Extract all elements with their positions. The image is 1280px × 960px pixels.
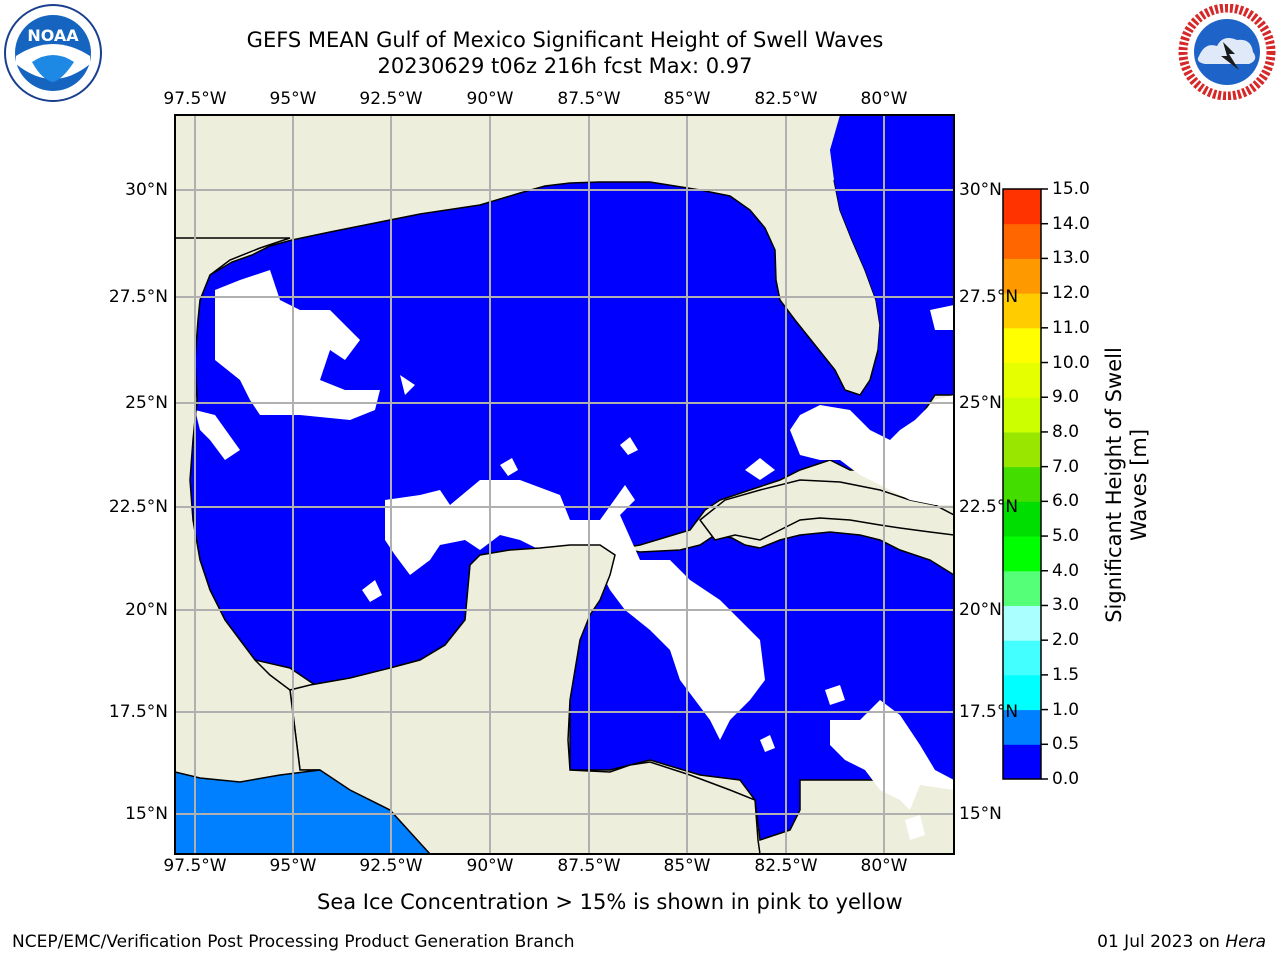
- colorbar-tick-label: 5.0: [1052, 526, 1080, 547]
- colorbar-tick-label: 4.0: [1052, 560, 1080, 581]
- colorbar-tick-label: 0.5: [1052, 734, 1080, 755]
- mexico-west-land: [175, 115, 321, 783]
- colorbar-tick-label: 10.0: [1052, 352, 1090, 373]
- colorbar-segment: [1003, 466, 1041, 502]
- colorbar-segment: [1003, 744, 1041, 780]
- mexico-land: [175, 115, 840, 360]
- colorbar-segment: [1003, 362, 1041, 398]
- colorbar-tick-label: 2.0: [1052, 630, 1080, 651]
- colorbar-segment: [1003, 709, 1041, 745]
- lon-label-bottom: 95°W: [269, 856, 317, 876]
- lat-label-left: 25°N: [125, 393, 168, 413]
- lon-label-top: 97.5°W: [163, 89, 227, 109]
- colorbar-segment: [1003, 258, 1041, 294]
- lat-label-left: 27.5°N: [108, 287, 168, 307]
- colorbar-tick-label: 13.0: [1052, 248, 1090, 269]
- colorbar-segment: [1003, 605, 1041, 641]
- colorbar-segment: [1003, 570, 1041, 606]
- no-data-patches: [195, 270, 954, 840]
- lon-label-top: 95°W: [269, 89, 317, 109]
- map-title: GEFS MEAN Gulf of Mexico Significant Hei…: [246, 28, 884, 52]
- lon-label-bottom: 92.5°W: [359, 856, 423, 876]
- lat-label-right: 22.5°N: [959, 497, 1019, 517]
- lat-label-right: 17.5°N: [959, 702, 1019, 722]
- lon-label-top: 85°W: [663, 89, 711, 109]
- lat-label-left: 30°N: [125, 180, 168, 200]
- cuba-land: [698, 479, 954, 541]
- colorbar-tick-label: 15.0: [1052, 179, 1090, 199]
- graticule: [175, 115, 954, 854]
- noaa-logo: NOAA: [4, 4, 102, 102]
- lon-label-bottom: 97.5°W: [163, 856, 227, 876]
- lon-label-bottom: 87.5°W: [557, 856, 621, 876]
- colorbar-tick-label: 3.0: [1052, 595, 1080, 616]
- lat-label-right: 20°N: [959, 600, 1002, 620]
- lon-label-top: 87.5°W: [557, 89, 621, 109]
- colorbar-tick-label: 7.0: [1052, 456, 1080, 477]
- lon-label-bottom: 80°W: [860, 856, 908, 876]
- colorbar-tick-label: 12.0: [1052, 283, 1090, 304]
- lon-label-top: 92.5°W: [359, 89, 423, 109]
- colorbar-segment: [1003, 536, 1041, 572]
- colorbar-segment: [1003, 431, 1041, 468]
- map-frame: [174, 114, 955, 855]
- lat-label-left: 17.5°N: [108, 702, 168, 722]
- atlantic-swell-field: [830, 115, 954, 370]
- lat-label-left: 15°N: [125, 804, 168, 824]
- colorbar-tick-label: 1.5: [1052, 664, 1080, 685]
- lon-label-bottom: 82.5°W: [754, 856, 818, 876]
- footer-credit: NCEP/EMC/Verification Post Processing Pr…: [12, 932, 575, 952]
- lon-label-top: 82.5°W: [754, 89, 818, 109]
- lat-label-right: 25°N: [959, 393, 1002, 413]
- colorbar-tick-label: 8.0: [1052, 421, 1080, 442]
- lon-label-bottom: 90°W: [466, 856, 514, 876]
- colorbar-tick-label: 6.0: [1052, 491, 1080, 512]
- colorbar-segment: [1003, 189, 1041, 225]
- colorbar-segment: [1003, 397, 1041, 433]
- colorbar-tick-label: 0.0: [1052, 769, 1080, 789]
- machine-name: Hera: [1225, 932, 1266, 952]
- colorbar-tick-label: 1.0: [1052, 699, 1080, 720]
- colorbar-tick-label: 14.0: [1052, 213, 1090, 234]
- footer-date: 01 Jul 2023 on Hera: [1097, 932, 1266, 952]
- yucatan-land: [289, 544, 761, 854]
- national-weather-service-logo: [1178, 4, 1276, 100]
- colorbar-segment: [1003, 501, 1041, 537]
- map-subtitle: 20230629 t06z 216h fcst Max: 0.97: [377, 54, 753, 78]
- noaa-logo-text: NOAA: [27, 26, 79, 45]
- lat-label-right: 27.5°N: [959, 287, 1019, 307]
- colorbar-segment: [1003, 640, 1041, 676]
- lat-label-left: 22.5°N: [108, 497, 168, 517]
- colorbar-segment: [1003, 674, 1041, 711]
- lon-label-top: 80°W: [860, 89, 908, 109]
- colorbar-tick-label: 11.0: [1052, 317, 1090, 338]
- lat-label-right: 15°N: [959, 804, 1002, 824]
- colorbar-segment: [1003, 293, 1041, 329]
- colorbar: [1003, 189, 1041, 780]
- lon-label-top: 90°W: [466, 89, 514, 109]
- lat-label-left: 20°N: [125, 600, 168, 620]
- colorbar-segment: [1003, 327, 1041, 364]
- lat-label-right: 30°N: [959, 180, 1002, 200]
- colorbar-tick-label: 9.0: [1052, 387, 1080, 408]
- colorbar-label: Significant Height of Swell Waves [m]: [1102, 347, 1151, 623]
- lon-label-bottom: 85°W: [663, 856, 711, 876]
- colorbar-segment: [1003, 223, 1041, 259]
